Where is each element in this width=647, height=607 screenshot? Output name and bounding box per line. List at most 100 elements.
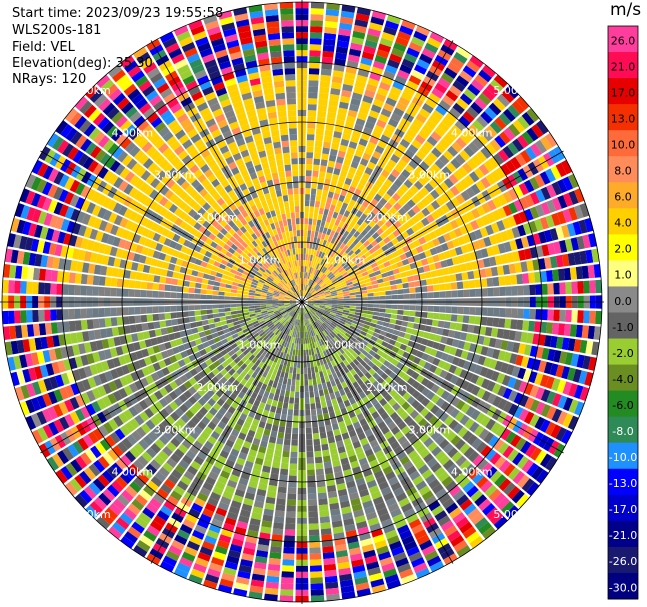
velocity-cell	[326, 271, 333, 278]
velocity-cell	[429, 348, 438, 357]
velocity-cell	[291, 342, 295, 350]
velocity-cell	[311, 176, 318, 183]
velocity-cell	[336, 483, 347, 491]
velocity-cell	[341, 345, 348, 352]
velocity-cell	[284, 328, 289, 335]
velocity-cell	[235, 339, 243, 346]
velocity-cell	[524, 208, 534, 221]
velocity-cell	[213, 317, 221, 323]
velocity-cell	[366, 343, 374, 350]
velocity-cell	[285, 511, 296, 518]
velocity-cell	[202, 384, 211, 393]
velocity-cell	[529, 414, 540, 427]
velocity-cell	[427, 292, 434, 299]
velocity-cell	[331, 304, 338, 307]
velocity-cell	[330, 322, 337, 328]
velocity-cell	[461, 272, 469, 281]
velocity-cell	[224, 517, 237, 527]
velocity-cell	[318, 280, 324, 286]
velocity-cell	[314, 366, 319, 373]
velocity-cell	[304, 373, 308, 380]
velocity-cell	[423, 331, 431, 339]
velocity-cell	[504, 275, 512, 286]
velocity-cell	[156, 225, 165, 235]
velocity-cell	[319, 395, 326, 403]
velocity-cell	[431, 277, 439, 285]
velocity-cell	[409, 305, 416, 311]
velocity-cell	[485, 448, 497, 461]
velocity-cell	[181, 260, 189, 268]
velocity-cell	[526, 108, 540, 123]
velocity-cell	[248, 292, 255, 296]
velocity-cell	[255, 394, 263, 402]
velocity-cell	[236, 310, 243, 314]
velocity-cell	[313, 158, 321, 166]
velocity-cell	[338, 331, 345, 337]
velocity-cell	[139, 535, 154, 547]
velocity-cell	[276, 314, 283, 319]
velocity-cell	[478, 69, 492, 83]
velocity-cell	[70, 459, 83, 473]
velocity-cell	[509, 239, 518, 251]
velocity-cell	[364, 89, 376, 99]
velocity-cell	[502, 204, 513, 217]
velocity-cell	[360, 375, 368, 383]
velocity-cell	[233, 356, 241, 364]
velocity-cell	[69, 411, 81, 425]
velocity-cell	[382, 321, 390, 328]
velocity-cell	[42, 350, 51, 363]
velocity-cell	[284, 529, 296, 536]
velocity-cell	[275, 287, 281, 292]
velocity-cell	[382, 276, 390, 283]
velocity-cell	[269, 552, 282, 560]
velocity-cell	[62, 447, 74, 461]
velocity-cell	[290, 304, 297, 307]
velocity-cell	[309, 44, 322, 51]
velocity-cell	[463, 341, 471, 351]
velocity-cell	[329, 257, 335, 264]
velocity-cell	[57, 360, 66, 373]
velocity-cell	[32, 310, 39, 323]
velocity-cell	[336, 113, 347, 121]
velocity-cell	[274, 375, 280, 383]
velocity-cell	[276, 498, 286, 506]
velocity-cell	[350, 42, 363, 51]
velocity-cell	[272, 304, 279, 306]
velocity-cell	[402, 315, 409, 322]
velocity-cell	[535, 401, 546, 415]
velocity-cell	[109, 347, 118, 358]
velocity-cell	[349, 325, 357, 331]
velocity-cell	[444, 283, 452, 291]
velocity-cell	[254, 555, 268, 564]
velocity-cell	[194, 310, 201, 316]
velocity-cell	[85, 403, 96, 416]
velocity-cell	[425, 495, 438, 507]
velocity-cell	[312, 294, 319, 298]
velocity-cell	[348, 410, 356, 419]
velocity-cell	[354, 80, 366, 89]
velocity-cell	[128, 280, 136, 289]
velocity-cell	[546, 184, 557, 198]
velocity-cell	[477, 335, 485, 345]
velocity-cell	[473, 269, 481, 279]
velocity-cell	[304, 218, 309, 225]
velocity-cell	[268, 288, 275, 292]
velocity-cell	[485, 418, 496, 431]
velocity-cell	[401, 258, 410, 266]
velocity-cell	[97, 456, 110, 469]
velocity-cell	[243, 421, 251, 430]
velocity-cell	[421, 103, 434, 114]
velocity-cell	[304, 319, 307, 326]
velocity-cell	[336, 156, 344, 164]
velocity-cell	[259, 477, 269, 485]
velocity-cell	[337, 298, 344, 301]
velocity-cell	[486, 347, 495, 358]
velocity-cell	[266, 295, 273, 298]
velocity-cell	[389, 280, 397, 286]
velocity-cell	[471, 260, 479, 270]
velocity-cell	[355, 386, 363, 394]
velocity-cell	[289, 457, 298, 464]
velocity-cell	[407, 377, 416, 386]
velocity-cell	[340, 138, 350, 147]
velocity-cell	[270, 325, 276, 331]
